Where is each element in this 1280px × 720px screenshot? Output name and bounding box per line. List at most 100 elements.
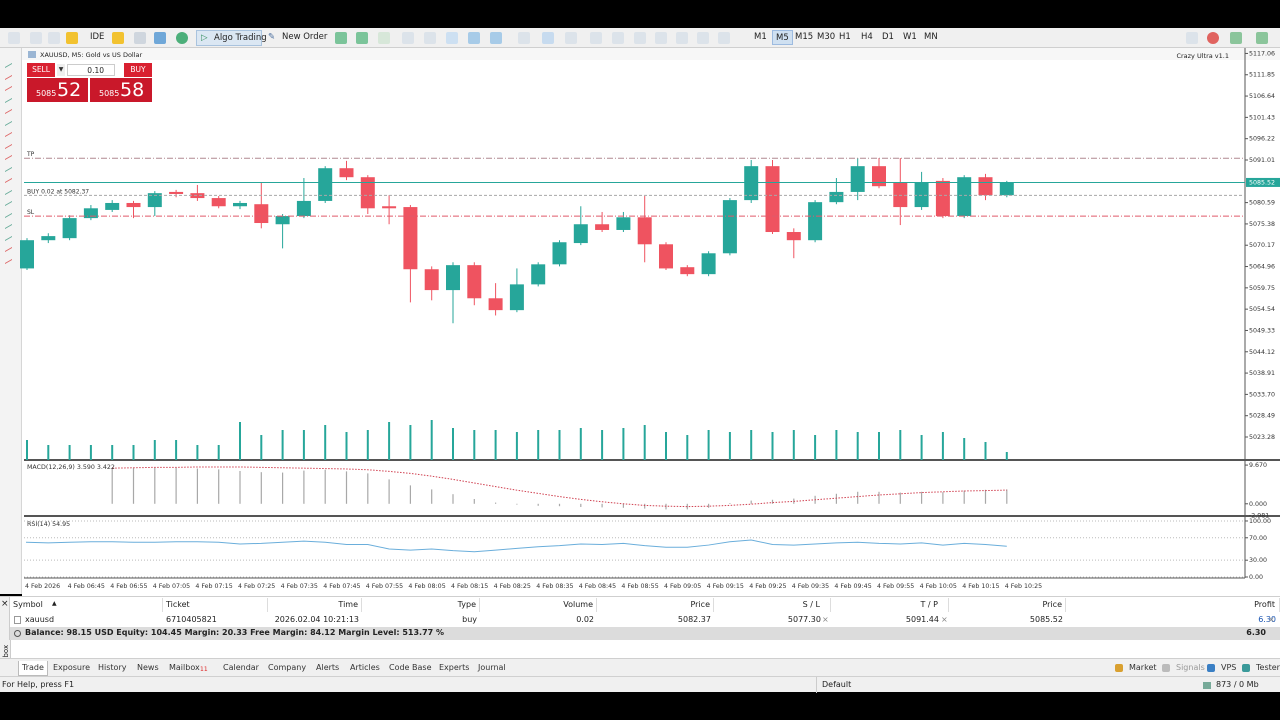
table-cell: 2026.02.04 10:21:13 <box>274 615 359 624</box>
icon[interactable] <box>30 32 42 44</box>
tab[interactable]: Calendar <box>223 663 259 672</box>
left-marker <box>0 597 10 659</box>
tab[interactable]: News <box>137 663 159 672</box>
tab[interactable]: Mailbox <box>169 663 200 672</box>
y-tick-label: 5028.49 <box>1249 413 1275 420</box>
sidebar-icon <box>5 103 12 115</box>
column-header[interactable]: Symbol <box>0 598 163 612</box>
icon[interactable] <box>112 32 124 44</box>
column-header[interactable]: Volume <box>480 598 597 612</box>
bid-box[interactable]: 5085 52 <box>27 78 88 102</box>
summary-row <box>10 627 1280 640</box>
icon[interactable] <box>655 32 667 44</box>
icon[interactable] <box>697 32 709 44</box>
column-header[interactable]: S / L <box>714 598 831 612</box>
icon[interactable] <box>66 32 78 44</box>
panel-separator <box>24 515 1280 517</box>
icon[interactable] <box>8 32 20 44</box>
sell-button[interactable]: SELL <box>27 63 55 77</box>
icon[interactable] <box>424 32 436 44</box>
icon[interactable] <box>565 32 577 44</box>
column-header[interactable]: Type <box>362 598 480 612</box>
bid-pips: 52 <box>57 79 82 101</box>
tab[interactable]: Trade <box>18 661 48 676</box>
icon[interactable] <box>718 32 730 44</box>
icon[interactable] <box>378 32 390 44</box>
panel-button[interactable]: Tester <box>1256 663 1280 672</box>
x-tick-label: 4 Feb 07:35 <box>281 583 318 590</box>
column-header[interactable]: T / P <box>831 598 949 612</box>
timeframe[interactable]: M1 <box>754 32 767 42</box>
timeframe[interactable]: M30 <box>817 32 836 42</box>
tab[interactable]: History <box>98 663 127 672</box>
summary-total: 6.30 <box>1246 628 1266 637</box>
icon[interactable] <box>356 32 368 44</box>
icon[interactable] <box>468 32 480 44</box>
algo-trading[interactable]: ▷ Algo Trading <box>196 30 267 46</box>
timeframe[interactable]: M15 <box>795 32 814 42</box>
icon[interactable] <box>490 32 502 44</box>
x-tick-label: 4 Feb 06:55 <box>110 583 147 590</box>
sidebar-icon <box>5 115 12 126</box>
column-header[interactable]: Ticket <box>163 598 268 612</box>
ide-button[interactable]: IDE <box>90 32 105 42</box>
icon[interactable] <box>402 32 414 44</box>
icon[interactable] <box>590 32 602 44</box>
x-tick-label: 4 Feb 07:45 <box>323 583 360 590</box>
x-tick-label: 4 Feb 07:55 <box>366 583 403 590</box>
tab[interactable]: Experts <box>439 663 470 672</box>
icon[interactable] <box>676 32 688 44</box>
tab[interactable]: Alerts <box>316 663 340 672</box>
candle-body <box>914 182 929 208</box>
panel-button[interactable]: VPS <box>1221 663 1237 672</box>
ask-box[interactable]: 5085 58 <box>90 78 152 102</box>
icon[interactable] <box>612 32 624 44</box>
buy-button[interactable]: BUY <box>124 63 152 77</box>
last-price-box <box>1246 177 1280 187</box>
volume-input[interactable]: 0.10 <box>67 64 115 76</box>
status-bar: For Help, press F1 Default 873 / 0 Mb <box>0 676 1280 693</box>
icon[interactable] <box>1186 32 1198 44</box>
icon[interactable] <box>134 32 146 44</box>
icon[interactable] <box>1256 32 1268 44</box>
icon[interactable] <box>48 32 60 44</box>
new-order[interactable]: New Order <box>282 32 328 42</box>
icon[interactable] <box>335 32 347 44</box>
candle-body <box>531 264 546 285</box>
timeframe[interactable]: H1 <box>839 32 851 42</box>
icon[interactable] <box>1207 32 1219 44</box>
y-tick-label: 5080.59 <box>1249 200 1275 207</box>
y-tick-label: 0.00 <box>1249 574 1263 581</box>
tab[interactable]: Journal <box>478 663 506 672</box>
timeframe[interactable]: MN <box>924 32 938 42</box>
column-header[interactable]: Time <box>268 598 362 612</box>
tab[interactable]: Articles <box>350 663 380 672</box>
x-tick-label: 4 Feb 08:45 <box>579 583 616 590</box>
icon[interactable] <box>634 32 646 44</box>
y-tick-label: 5075.38 <box>1249 221 1275 228</box>
candle-body <box>786 232 801 241</box>
panel-button[interactable]: Signals <box>1176 663 1205 672</box>
tab[interactable]: Company <box>268 663 307 672</box>
icon[interactable] <box>542 32 554 44</box>
column-header[interactable]: Price <box>597 598 714 612</box>
close-icon: × <box>1268 615 1275 624</box>
icon[interactable] <box>154 32 166 44</box>
timeframe[interactable]: H4 <box>861 32 873 42</box>
tab[interactable]: Code Base <box>389 663 432 672</box>
icon[interactable] <box>518 32 530 44</box>
x-tick-label: 4 Feb 09:35 <box>792 583 829 590</box>
icon[interactable] <box>176 32 188 44</box>
icon[interactable] <box>1230 32 1242 44</box>
timeframe[interactable]: M5 <box>772 30 793 45</box>
candle-body <box>595 224 610 230</box>
tab[interactable]: Exposure <box>53 663 91 672</box>
trade-level-label: BUY 0.02 at 5082.37 <box>27 188 89 195</box>
column-header[interactable]: Price <box>949 598 1066 612</box>
panel-button[interactable]: Market <box>1129 663 1157 672</box>
last-price-label: 5085.52 <box>1249 179 1275 186</box>
column-header[interactable]: Profit <box>1066 598 1280 612</box>
icon[interactable] <box>446 32 458 44</box>
timeframe[interactable]: D1 <box>882 32 894 42</box>
timeframe[interactable]: W1 <box>903 32 917 42</box>
